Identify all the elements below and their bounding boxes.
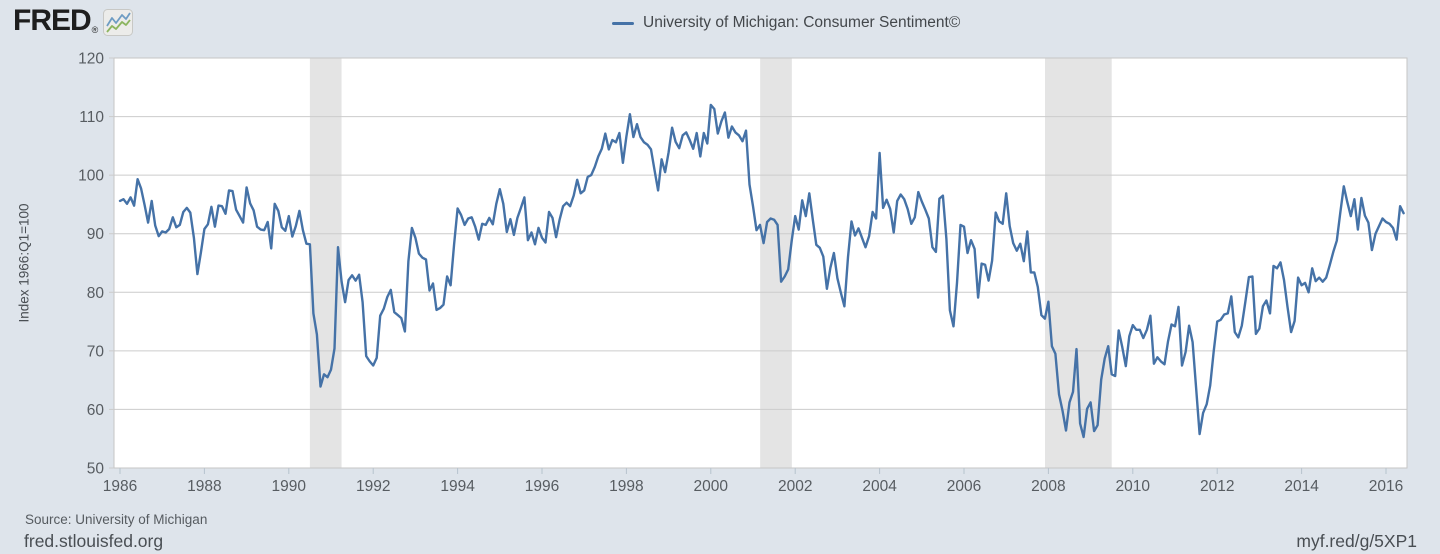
y-tick-label: 90 — [87, 226, 105, 243]
x-tick-label: 2010 — [1116, 478, 1151, 495]
legend-label: University of Michigan: Consumer Sentime… — [643, 14, 961, 31]
x-tick-label: 1986 — [103, 478, 137, 495]
x-tick-label: 1990 — [272, 478, 307, 495]
y-tick-label: 70 — [87, 343, 105, 360]
source-note: Source: University of Michigan — [25, 512, 208, 527]
fred-logo[interactable]: FRED ® — [13, 4, 134, 37]
y-tick-label: 100 — [78, 168, 104, 185]
fred-site-link[interactable]: fred.stlouisfed.org — [24, 531, 164, 551]
x-tick-label: 2008 — [1031, 478, 1065, 495]
x-tick-label: 2012 — [1200, 478, 1234, 495]
x-tick-label: 2004 — [862, 478, 897, 495]
y-tick-label: 110 — [79, 109, 104, 126]
registered-trademark-icon: ® — [91, 25, 99, 35]
x-tick-label: 2006 — [947, 478, 981, 495]
x-tick-label: 1994 — [440, 478, 475, 495]
legend: University of Michigan: Consumer Sentime… — [612, 14, 960, 32]
plot-border — [113, 57, 1408, 469]
recession-band — [760, 58, 792, 468]
fred-logo-text: FRED — [13, 4, 92, 37]
y-tick-label: 60 — [87, 402, 105, 419]
x-tick-label: 2000 — [694, 478, 729, 495]
x-tick-label: 1992 — [356, 478, 390, 495]
x-tick-label: 2014 — [1284, 478, 1319, 495]
x-tick-label: 1996 — [525, 478, 559, 495]
y-tick-label: 50 — [87, 461, 105, 478]
sparkline-icon — [103, 9, 134, 36]
y-tick-label: 80 — [87, 285, 105, 302]
y-tick-label: 120 — [78, 51, 104, 68]
x-tick-label: 2002 — [778, 478, 812, 495]
x-tick-label: 2016 — [1369, 478, 1403, 495]
sentiment-line[interactable] — [118, 103, 1405, 439]
legend-line-swatch — [612, 21, 634, 25]
x-tick-label: 1988 — [187, 478, 221, 495]
short-url-link[interactable]: myf.red/g/5XP1 — [1296, 531, 1417, 551]
y-axis-title: Index 1966:Q1=100 — [16, 203, 32, 323]
x-tick-label: 1998 — [609, 478, 643, 495]
